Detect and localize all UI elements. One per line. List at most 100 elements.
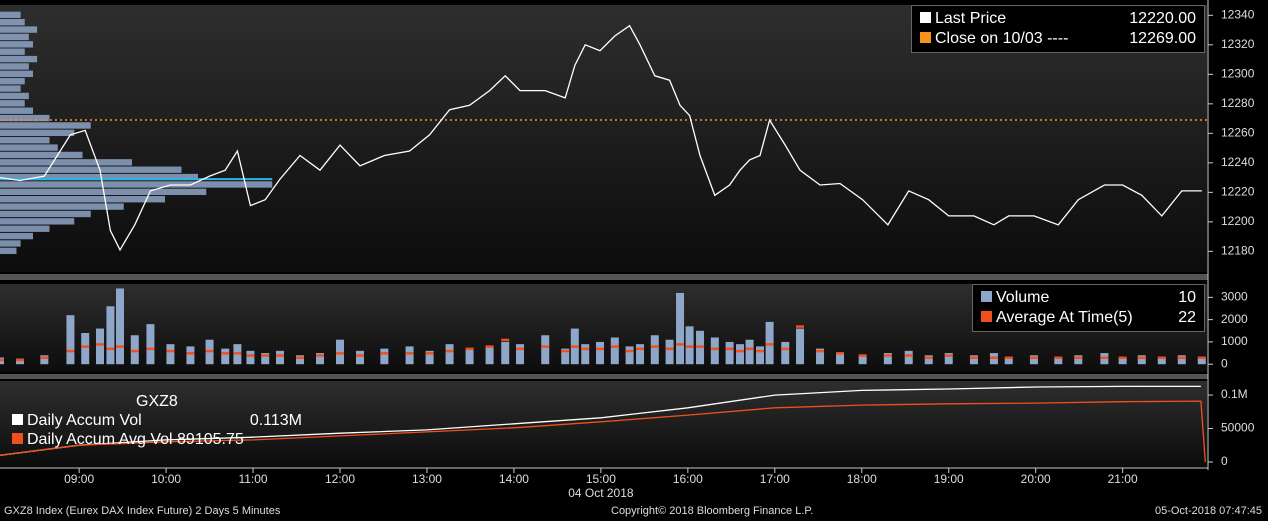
average-mark (40, 356, 49, 360)
volume-bar (1004, 357, 1013, 365)
volume-bar (745, 339, 754, 365)
profile-bar (0, 122, 91, 129)
profile-bar (0, 48, 25, 55)
profile-bar (0, 129, 75, 137)
x-tick-label: 17:00 (760, 472, 790, 486)
average-mark (336, 352, 345, 355)
average-mark (969, 356, 978, 360)
average-mark (186, 352, 195, 355)
profile-bar (0, 11, 21, 19)
series-line (0, 400, 1206, 463)
average-mark (485, 345, 494, 348)
volume-bar (296, 355, 305, 365)
average-mark (316, 354, 325, 357)
average-mark (1137, 356, 1146, 360)
x-axis-label: 04 Oct 2018 (568, 486, 634, 500)
volume-bar (1054, 357, 1063, 365)
average-mark (650, 345, 659, 348)
average-mark (1118, 356, 1127, 360)
volume-bar (765, 321, 774, 365)
average-mark (130, 349, 139, 353)
volume-bar (40, 355, 49, 365)
volume-bar (781, 341, 790, 365)
profile-bar (0, 218, 75, 225)
average-mark (356, 354, 365, 357)
average-mark (836, 352, 845, 355)
average-mark (1054, 356, 1063, 360)
average-mark (96, 343, 105, 346)
volume-bar (1029, 355, 1038, 365)
separator (0, 374, 1208, 379)
profile-bar (0, 203, 124, 210)
volume-bar (1074, 355, 1083, 365)
legend-label: Daily Accum Avg Vol (27, 431, 173, 448)
profile-bar (0, 78, 25, 85)
profile-bar (0, 137, 50, 144)
profile-bar (0, 92, 29, 100)
average-mark (989, 356, 998, 360)
average-mark (106, 347, 115, 351)
profile-bar (0, 247, 17, 255)
average-mark (81, 345, 90, 348)
volume-bar (1157, 357, 1166, 365)
x-tick-label: 13:00 (412, 472, 442, 486)
legend-label: Last Price (935, 10, 1007, 27)
profile-bar (0, 225, 50, 232)
volume-bar (516, 344, 525, 365)
volume-bar (16, 358, 25, 365)
x-tick-label: 18:00 (847, 472, 877, 486)
volume-bar (756, 346, 765, 365)
legend-label: Volume (996, 289, 1050, 306)
y-tick-label: 12300 (1221, 67, 1255, 81)
y-tick-label: 1000 (1221, 334, 1248, 348)
volume-bar (221, 348, 230, 365)
average-mark (16, 358, 25, 362)
average-mark (710, 347, 719, 351)
legend-value: 10 (1178, 289, 1196, 306)
volume-bar (836, 353, 845, 365)
volume-bar (944, 353, 953, 365)
volume-bar (1137, 355, 1146, 365)
average-mark (1177, 356, 1186, 360)
volume-bar (676, 292, 685, 365)
average-mark (858, 354, 867, 357)
average-mark (380, 352, 389, 355)
x-tick-label: 16:00 (673, 472, 703, 486)
volume-bar (465, 348, 474, 365)
average-mark (736, 349, 745, 353)
average-mark (516, 347, 525, 351)
average-mark (405, 352, 414, 355)
average-mark (756, 349, 765, 353)
volume-bar (106, 306, 115, 365)
y-tick-label: 0 (1221, 454, 1228, 468)
legend-value: 12269.00 (1129, 30, 1196, 47)
average-mark (781, 347, 790, 351)
y-tick-label: 12280 (1221, 96, 1255, 110)
average-mark (445, 349, 454, 353)
legend-value: 12220.00 (1129, 10, 1196, 27)
volume-bar (316, 353, 325, 365)
volume-bar (581, 344, 590, 365)
volume-bar (710, 337, 719, 365)
x-tick-label: 19:00 (934, 472, 964, 486)
profile-bar (0, 55, 38, 63)
y-tick-label: 0.1M (1221, 387, 1248, 401)
volume-bar (356, 350, 365, 365)
footer-right: 05-Oct-2018 07:47:45 (1154, 505, 1262, 517)
average-mark (816, 349, 825, 353)
average-mark (1157, 356, 1166, 360)
profile-bar (0, 26, 38, 33)
volume-bar (501, 341, 510, 365)
average-mark (610, 345, 619, 348)
series-line (0, 24, 1202, 252)
average-mark (541, 345, 550, 348)
price-legend: Last Price 12220.00 Close on 10/03 ---- 12… (911, 5, 1205, 53)
volume-bar (596, 341, 605, 365)
average-mark (561, 349, 570, 353)
profile-bar (0, 144, 58, 151)
x-tick-label: 14:00 (499, 472, 529, 486)
volume-bar (146, 324, 155, 365)
volume-bar (816, 348, 825, 365)
average-mark (296, 356, 305, 360)
